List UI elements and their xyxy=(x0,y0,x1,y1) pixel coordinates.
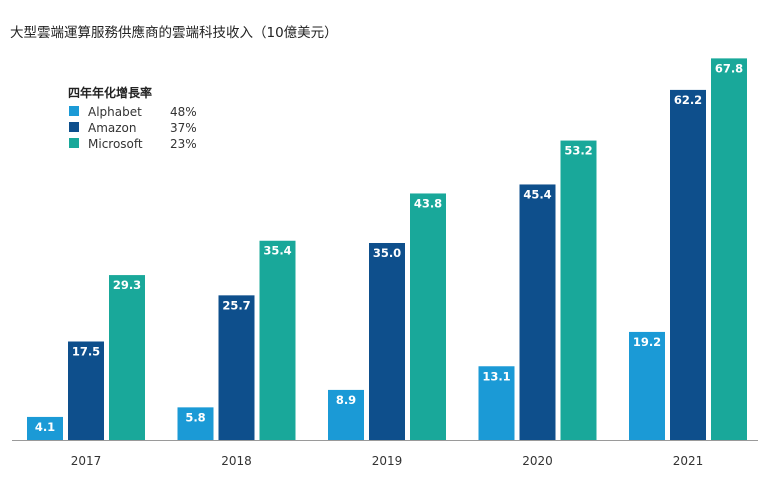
x-tick-label-2019: 2019 xyxy=(372,454,403,468)
bar-amazon-2017 xyxy=(68,341,104,440)
chart-title: 大型雲端運算服務供應商的雲端科技收入（10億美元） xyxy=(10,25,338,41)
bar-label-microsoft-2019: 43.8 xyxy=(414,196,442,210)
legend-growth-alphabet: 48% xyxy=(170,105,197,119)
x-axis-ticks: 2017 2018 2019 2020 2021 xyxy=(71,454,704,468)
bar-label-alphabet-2017: 4.1 xyxy=(35,420,55,434)
x-tick-label-2017: 2017 xyxy=(71,454,102,468)
bar-label-amazon-2020: 45.4 xyxy=(523,187,551,201)
bar-alphabet-2019 xyxy=(328,389,364,440)
bar-label-microsoft-2018: 35.4 xyxy=(263,244,291,258)
bar-alphabet-2021 xyxy=(629,331,665,440)
legend-swatch-amazon xyxy=(69,122,79,132)
legend-label-amazon: Amazon xyxy=(88,121,137,135)
bar-alphabet-2017 xyxy=(27,416,63,440)
bar-amazon-2021 xyxy=(670,89,706,440)
bar-amazon-2018 xyxy=(218,295,255,440)
bar-microsoft-2021 xyxy=(711,58,747,440)
legend-swatch-microsoft xyxy=(69,138,79,148)
legend-label-alphabet: Alphabet xyxy=(88,105,142,119)
bar-label-amazon-2019: 35.0 xyxy=(373,246,401,260)
bar-label-alphabet-2018: 5.8 xyxy=(185,410,205,424)
legend-swatch-alphabet xyxy=(69,106,79,116)
bar-label-microsoft-2021: 67.8 xyxy=(715,61,743,75)
bar-label-amazon-2017: 17.5 xyxy=(72,345,100,359)
legend-title: 四年年化增長率 xyxy=(68,85,152,100)
legend-growth-amazon: 37% xyxy=(170,121,197,135)
x-tick-label-2018: 2018 xyxy=(221,454,252,468)
bar-label-amazon-2018: 25.7 xyxy=(222,298,250,312)
bar-amazon-2019 xyxy=(369,243,405,440)
bar-alphabet-2020 xyxy=(478,366,515,440)
bar-label-amazon-2021: 62.2 xyxy=(674,93,702,107)
bar-label-microsoft-2017: 29.3 xyxy=(113,278,141,292)
bar-microsoft-2017 xyxy=(109,275,145,440)
bar-microsoft-2018 xyxy=(259,240,296,440)
bar-label-alphabet-2021: 19.2 xyxy=(633,335,661,349)
bar-label-alphabet-2019: 8.9 xyxy=(336,393,356,407)
x-tick-label-2021: 2021 xyxy=(673,454,704,468)
legend-label-microsoft: Microsoft xyxy=(88,137,143,151)
legend-growth-microsoft: 23% xyxy=(170,137,197,151)
bar-amazon-2020 xyxy=(519,184,556,440)
x-tick-label-2020: 2020 xyxy=(522,454,553,468)
bar-microsoft-2019 xyxy=(410,193,446,440)
bar-label-microsoft-2020: 53.2 xyxy=(564,144,592,158)
bars-group: 4.1 17.5 29.3 5.8 25.7 35.4 8.9 35.0 43.8 13.1 45.… xyxy=(27,58,747,440)
legend: 四年年化增長率 Alphabet 48% Amazon 37% Microsoft 23% xyxy=(68,85,197,151)
bar-microsoft-2020 xyxy=(560,140,597,440)
bar-label-alphabet-2020: 13.1 xyxy=(482,369,510,383)
bar-alphabet-2018 xyxy=(177,407,214,440)
